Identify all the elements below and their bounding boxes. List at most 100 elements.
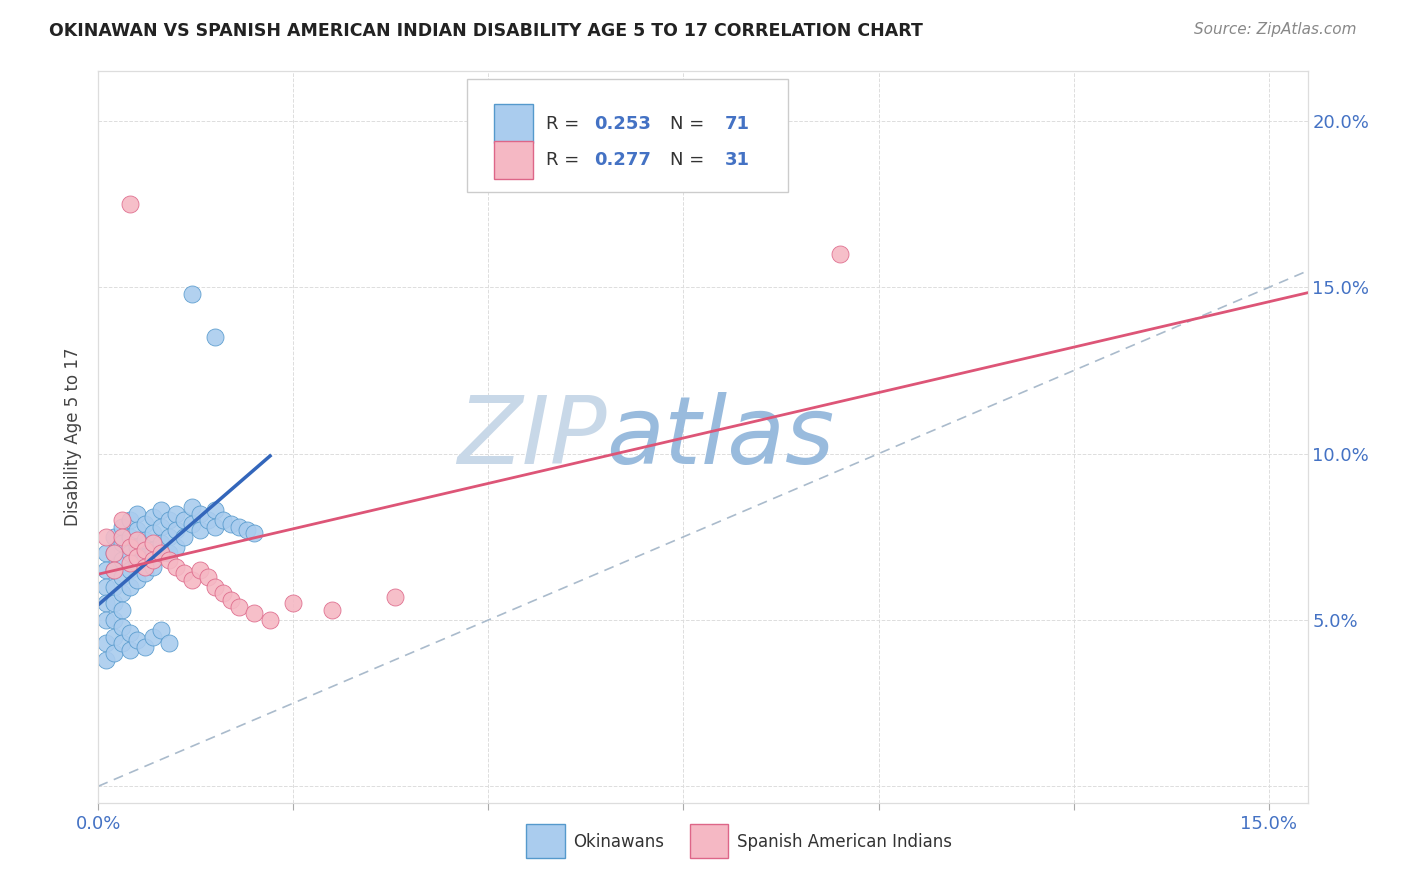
Point	[142, 526, 165, 541]
Point	[111, 553, 134, 567]
Point	[157, 546, 180, 560]
Point	[181, 287, 204, 301]
Point	[235, 523, 257, 537]
Point	[118, 563, 141, 577]
Point	[111, 586, 134, 600]
Point	[142, 559, 165, 574]
Point	[197, 513, 219, 527]
Point	[165, 559, 187, 574]
FancyBboxPatch shape	[526, 824, 565, 858]
Point	[127, 507, 149, 521]
Point	[118, 580, 141, 594]
Text: R =: R =	[546, 114, 585, 133]
Point	[142, 553, 165, 567]
Point	[204, 503, 226, 517]
Text: Spanish American Indians: Spanish American Indians	[737, 832, 952, 851]
Point	[103, 630, 125, 644]
Point	[149, 623, 172, 637]
Point	[188, 523, 211, 537]
Text: Okinawans: Okinawans	[574, 832, 665, 851]
Point	[127, 523, 149, 537]
Point	[111, 619, 134, 633]
Point	[134, 566, 156, 581]
Point	[173, 530, 195, 544]
Point	[283, 596, 305, 610]
Text: 31: 31	[724, 151, 749, 169]
Point	[118, 557, 141, 571]
Point	[127, 632, 149, 647]
Text: N =: N =	[671, 151, 710, 169]
Point	[134, 516, 156, 531]
Point	[204, 580, 226, 594]
Point	[127, 557, 149, 571]
Point	[118, 643, 141, 657]
Point	[111, 636, 134, 650]
Point	[96, 580, 118, 594]
Point	[142, 543, 165, 558]
Point	[212, 513, 235, 527]
Point	[134, 543, 156, 558]
Point	[96, 653, 118, 667]
Point	[118, 530, 141, 544]
Text: 0.253: 0.253	[595, 114, 651, 133]
Point	[111, 520, 134, 534]
Point	[259, 613, 281, 627]
Point	[321, 603, 343, 617]
Point	[118, 197, 141, 211]
Point	[165, 523, 187, 537]
Point	[384, 590, 406, 604]
Point	[127, 573, 149, 587]
Point	[219, 593, 242, 607]
Point	[103, 546, 125, 560]
Point	[149, 536, 172, 550]
FancyBboxPatch shape	[494, 141, 533, 179]
Point	[96, 530, 118, 544]
Point	[103, 646, 125, 660]
Point	[134, 549, 156, 564]
Point	[173, 513, 195, 527]
Point	[103, 563, 125, 577]
Point	[96, 546, 118, 560]
Point	[103, 563, 125, 577]
Point	[96, 596, 118, 610]
Point	[197, 570, 219, 584]
Point	[157, 553, 180, 567]
Point	[127, 540, 149, 554]
Point	[204, 330, 226, 344]
Text: 0.277: 0.277	[595, 151, 651, 169]
Y-axis label: Disability Age 5 to 17: Disability Age 5 to 17	[65, 348, 83, 526]
Point	[228, 520, 250, 534]
Point	[103, 530, 125, 544]
Point	[127, 533, 149, 548]
Point	[188, 507, 211, 521]
Point	[228, 599, 250, 614]
Point	[103, 546, 125, 560]
Point	[157, 530, 180, 544]
Point	[103, 613, 125, 627]
Text: atlas: atlas	[606, 392, 835, 483]
Point	[181, 516, 204, 531]
Point	[165, 507, 187, 521]
Point	[157, 513, 180, 527]
Point	[134, 640, 156, 654]
Point	[149, 546, 172, 560]
Point	[157, 636, 180, 650]
Point	[111, 513, 134, 527]
Point	[243, 607, 266, 621]
Point	[118, 540, 141, 554]
Point	[111, 536, 134, 550]
Text: R =: R =	[546, 151, 585, 169]
Text: ZIP: ZIP	[457, 392, 606, 483]
Point	[204, 520, 226, 534]
Point	[149, 503, 172, 517]
Point	[212, 586, 235, 600]
Text: Source: ZipAtlas.com: Source: ZipAtlas.com	[1194, 22, 1357, 37]
Point	[111, 530, 134, 544]
Point	[188, 563, 211, 577]
Point	[118, 513, 141, 527]
Point	[165, 540, 187, 554]
Point	[134, 533, 156, 548]
FancyBboxPatch shape	[690, 824, 728, 858]
Point	[103, 580, 125, 594]
Point	[149, 520, 172, 534]
